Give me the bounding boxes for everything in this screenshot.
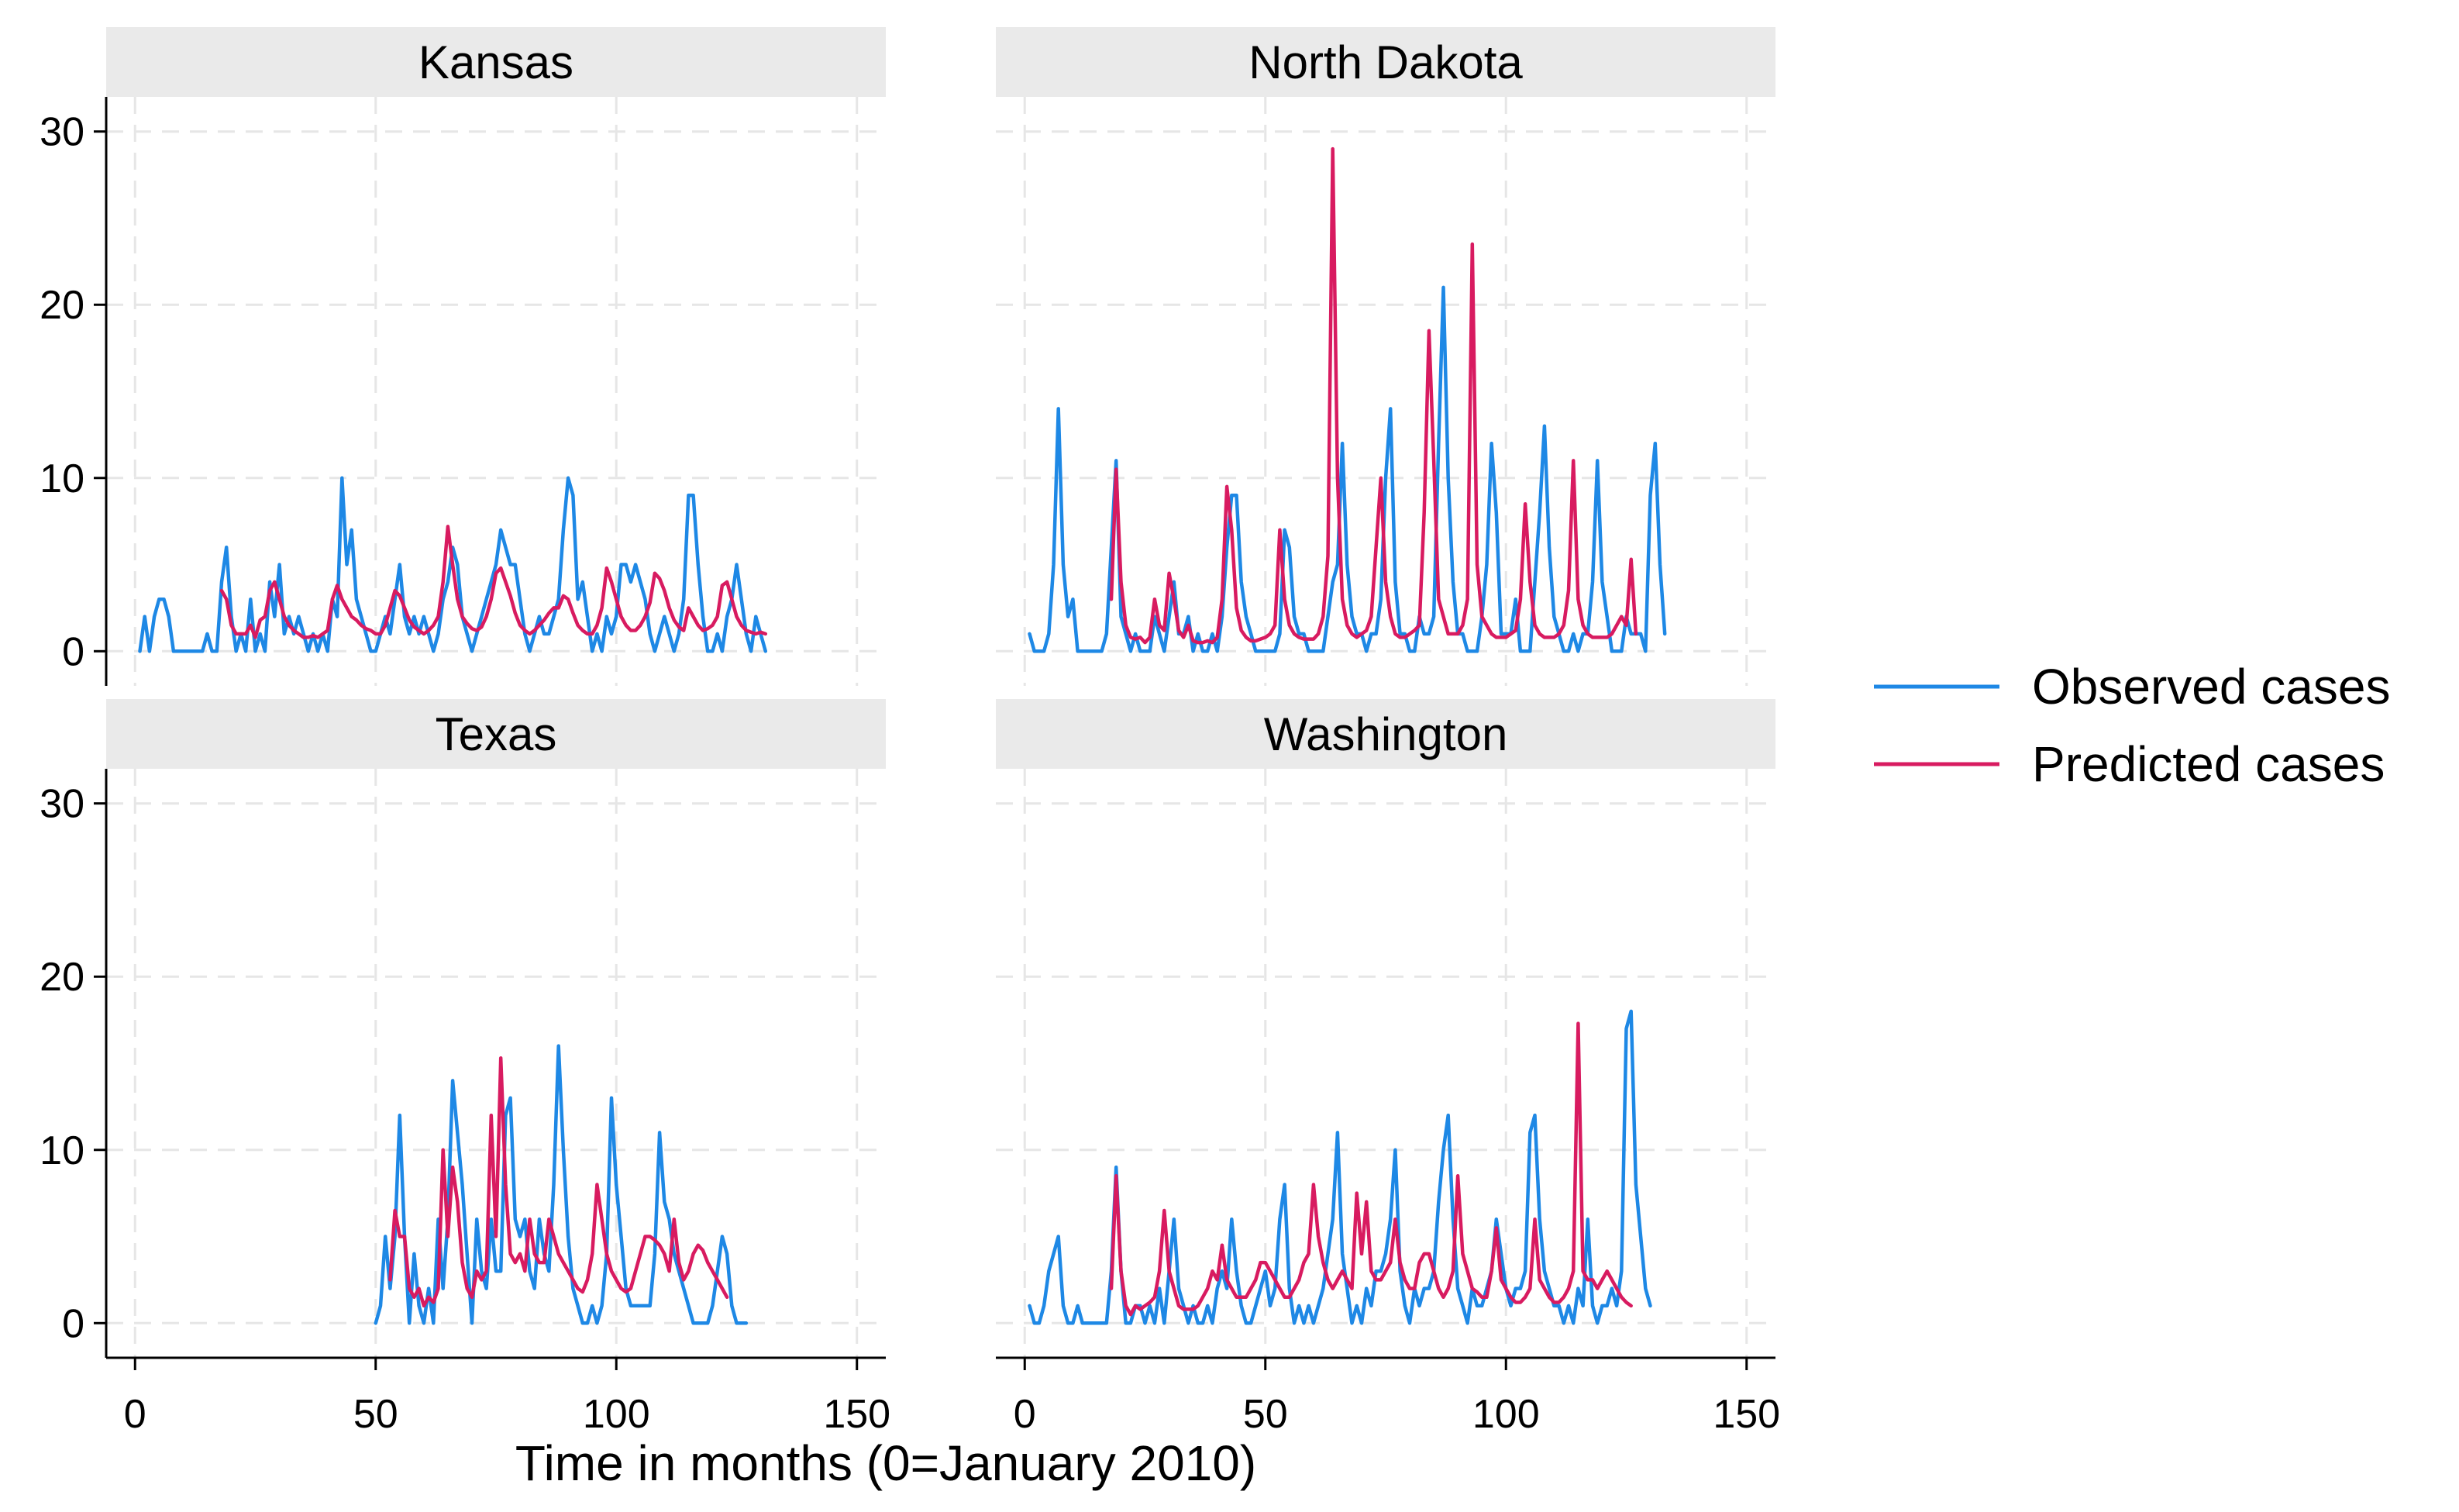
y-tick-label: 0 [62,629,84,674]
y-tick-label: 30 [40,110,84,155]
panel-kansas: Kansas 0 10 20 30 [40,27,886,686]
panel-washington: Washington 0 50 100 150 [996,699,1780,1437]
series-line-predicted-cases [219,525,768,639]
x-tick-label: 0 [1014,1392,1036,1437]
series-line-predicted-cases [1109,146,1638,645]
series-line-observed-cases [1028,1009,1652,1325]
panel-strip [996,27,1775,97]
series-line-observed-cases [138,476,768,653]
x-tick-label: 100 [1472,1392,1540,1437]
panel-title: Washington [1264,708,1508,760]
panel-texas: Texas 0 10 20 30 0 50 100 150 [40,699,890,1437]
y-tick-label: 30 [40,782,84,827]
legend-item-predicted-cases: Predicted cases [1874,736,2385,792]
legend-label: Predicted cases [2032,736,2385,792]
x-tick-label: 50 [353,1392,398,1437]
y-tick-label: 20 [40,283,84,328]
legend-label: Observed cases [2032,659,2390,715]
series-line-predicted-cases [1109,1021,1633,1317]
legend: Observed cases Predicted cases [1874,659,2390,792]
y-tick-label: 10 [40,456,84,501]
panel-north-dakota: North Dakota [996,27,1775,686]
x-tick-label: 50 [1243,1392,1288,1437]
panels: Kansas 0 10 20 30 North Dakota Texas 0 10 20 30 0 50… [40,27,1780,1437]
panel-title: Texas [436,708,557,760]
y-tick-label: 0 [62,1301,84,1346]
x-tick-label: 100 [583,1392,650,1437]
x-axis-label: Time in months (0=January 2010) [515,1435,1256,1491]
x-tick-label: 0 [124,1392,146,1437]
panel-strip [106,699,886,769]
series-line-observed-cases [374,1044,749,1325]
panel-strip [106,27,886,97]
series-line-predicted-cases [388,1056,729,1308]
y-tick-label: 20 [40,955,84,1000]
y-tick-label: 10 [40,1128,84,1173]
panel-strip [996,699,1775,769]
x-tick-label: 150 [823,1392,890,1437]
panel-title: Kansas [418,36,573,88]
x-tick-label: 150 [1713,1392,1780,1437]
legend-item-observed-cases: Observed cases [1874,659,2390,715]
panel-title: North Dakota [1248,36,1523,88]
